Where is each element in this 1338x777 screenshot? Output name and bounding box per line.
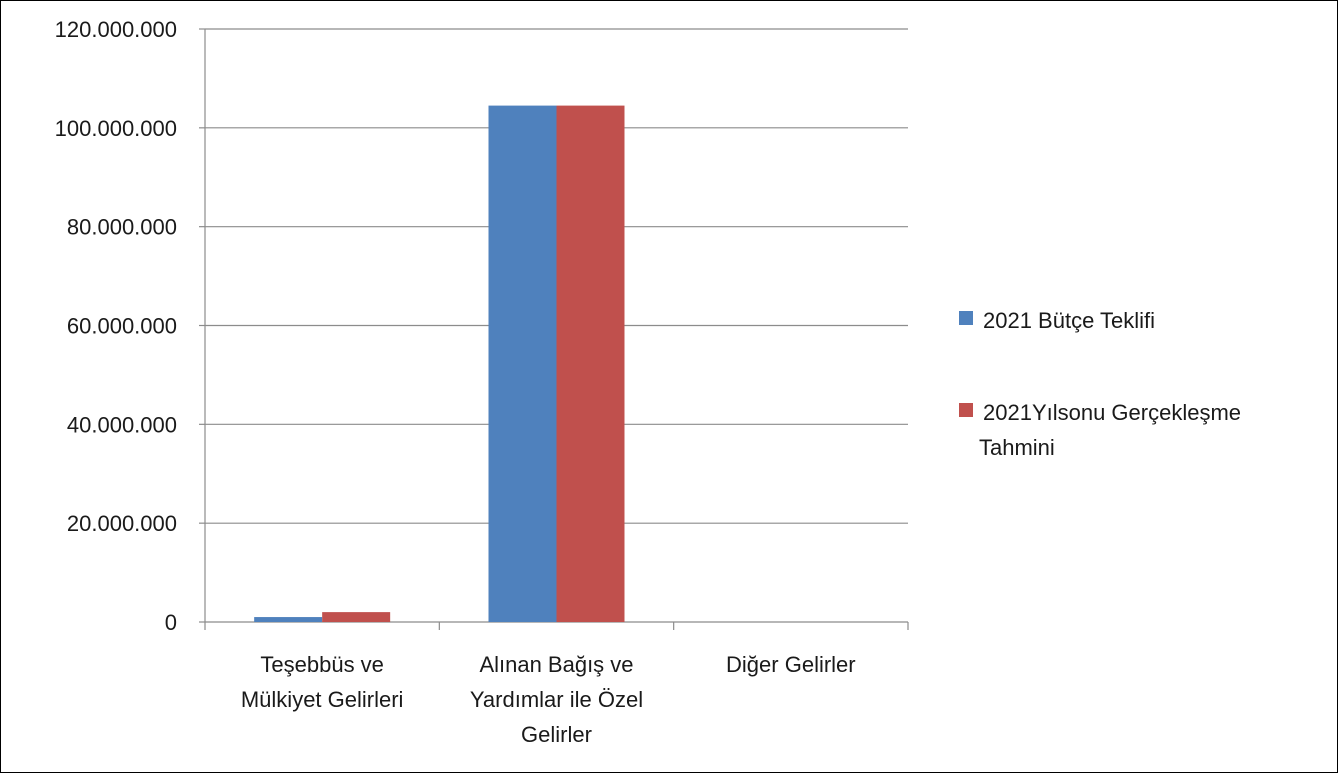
legend-label-line: Tahmini	[979, 435, 1055, 460]
y-tick-label: 80.000.000	[67, 215, 177, 240]
x-category-label-line: Alınan Bağış ve	[479, 652, 633, 677]
y-tick-label: 60.000.000	[67, 314, 177, 339]
x-category-label: Alınan Bağış ve Yardımlar ile Özel Gelirle…	[470, 652, 643, 747]
y-tick-label: 120.000.000	[55, 17, 177, 42]
y-tick-label: 40.000.000	[67, 412, 177, 437]
bars	[254, 105, 625, 623]
y-axis-tick-labels: 0 20.000.000 40.000.000 60.000.000 80.000.00…	[55, 17, 177, 635]
bar-series-2	[322, 612, 391, 622]
x-category-label-line: Gelirler	[521, 722, 592, 747]
bar-series-2	[556, 105, 625, 623]
bar-series-1	[488, 105, 557, 623]
x-category-label-line: Yardımlar ile Özel	[470, 687, 643, 712]
legend: 2021 Bütçe Teklifi 2021Yılsonu Gerçekleşm…	[959, 308, 1241, 460]
x-category-label-line: Teşebbüs ve	[260, 652, 384, 677]
legend-swatch	[959, 403, 973, 417]
y-tick-label: 0	[165, 610, 177, 635]
x-category-label-line: Mülkiyet Gelirleri	[241, 687, 404, 712]
x-axis-category-labels: Teşebbüs ve Mülkiyet Gelirleri Alınan Bağı…	[241, 652, 856, 747]
y-tick-label: 20.000.000	[67, 511, 177, 536]
legend-swatch	[959, 311, 973, 325]
legend-label-line: 2021 Bütçe Teklifi	[983, 308, 1155, 333]
x-category-label: Diğer Gelirler	[726, 652, 856, 677]
legend-label: 2021Yılsonu Gerçekleşme Tahmini	[979, 400, 1241, 460]
legend-label: 2021 Bütçe Teklifi	[983, 308, 1155, 333]
x-category-label-line: Diğer Gelirler	[726, 652, 856, 677]
x-category-label: Teşebbüs ve Mülkiyet Gelirleri	[241, 652, 404, 712]
legend-label-line: 2021Yılsonu Gerçekleşme	[983, 400, 1241, 425]
y-tick-label: 100.000.000	[55, 116, 177, 141]
bar-series-1	[254, 617, 323, 622]
